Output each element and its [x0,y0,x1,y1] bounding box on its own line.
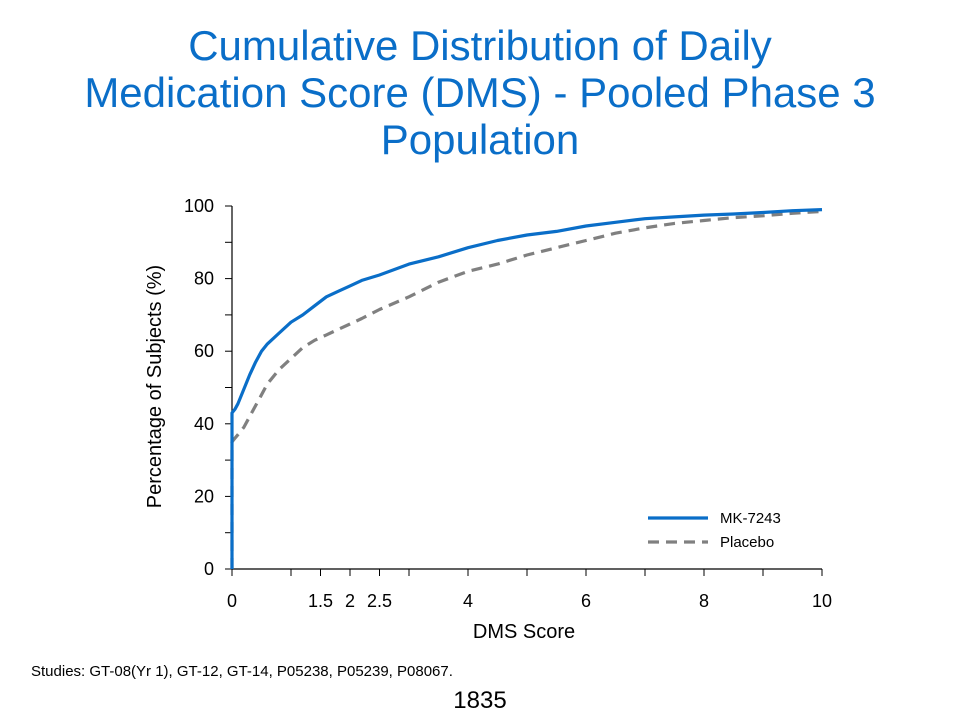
title-line-3: Population [380,116,580,163]
title-line-2: Medication Score (DMS) - Pooled Phase 3 [84,69,876,116]
legend-label-mk-7243: MK-7243 [720,510,781,527]
x-tick-label: 2 [345,591,355,611]
y-tick-label: 80 [194,269,214,289]
y-tick-label: 100 [184,196,214,216]
x-tick-label: 0 [227,591,237,611]
y-tick-label: 60 [194,341,214,361]
x-tick-label: 2.5 [367,591,392,611]
y-tick-label: 20 [194,486,214,506]
slide-number: 1835 [453,687,507,714]
x-tick-label: 4 [463,591,473,611]
series-line-mk-7243 [230,208,823,569]
x-tick-label: 1.5 [308,591,333,611]
tick-labels: 0 20 40 60 80 100 0 1.5 2 2.5 4 6 8 10 [184,196,832,611]
footnote: Studies: GT-08(Yr 1), GT-12, GT-14, P052… [31,663,453,680]
x-tick-label: 8 [699,591,709,611]
legend: MK-7243 Placebo [648,510,781,551]
title-line-1: Cumulative Distribution of Daily [188,22,772,69]
series-lines [230,208,823,569]
legend-label-placebo: Placebo [720,534,774,551]
x-tick-label: 6 [581,591,591,611]
x-tick-label: 10 [812,591,832,611]
y-tick-label: 40 [194,414,214,434]
y-axis-title: Percentage of Subjects (%) [144,265,166,508]
y-tick-label: 0 [204,559,214,579]
slide-title: Cumulative Distribution of Daily Medicat… [0,22,960,163]
x-axis-title: DMS Score [473,621,575,643]
series-line-placebo [230,209,823,569]
